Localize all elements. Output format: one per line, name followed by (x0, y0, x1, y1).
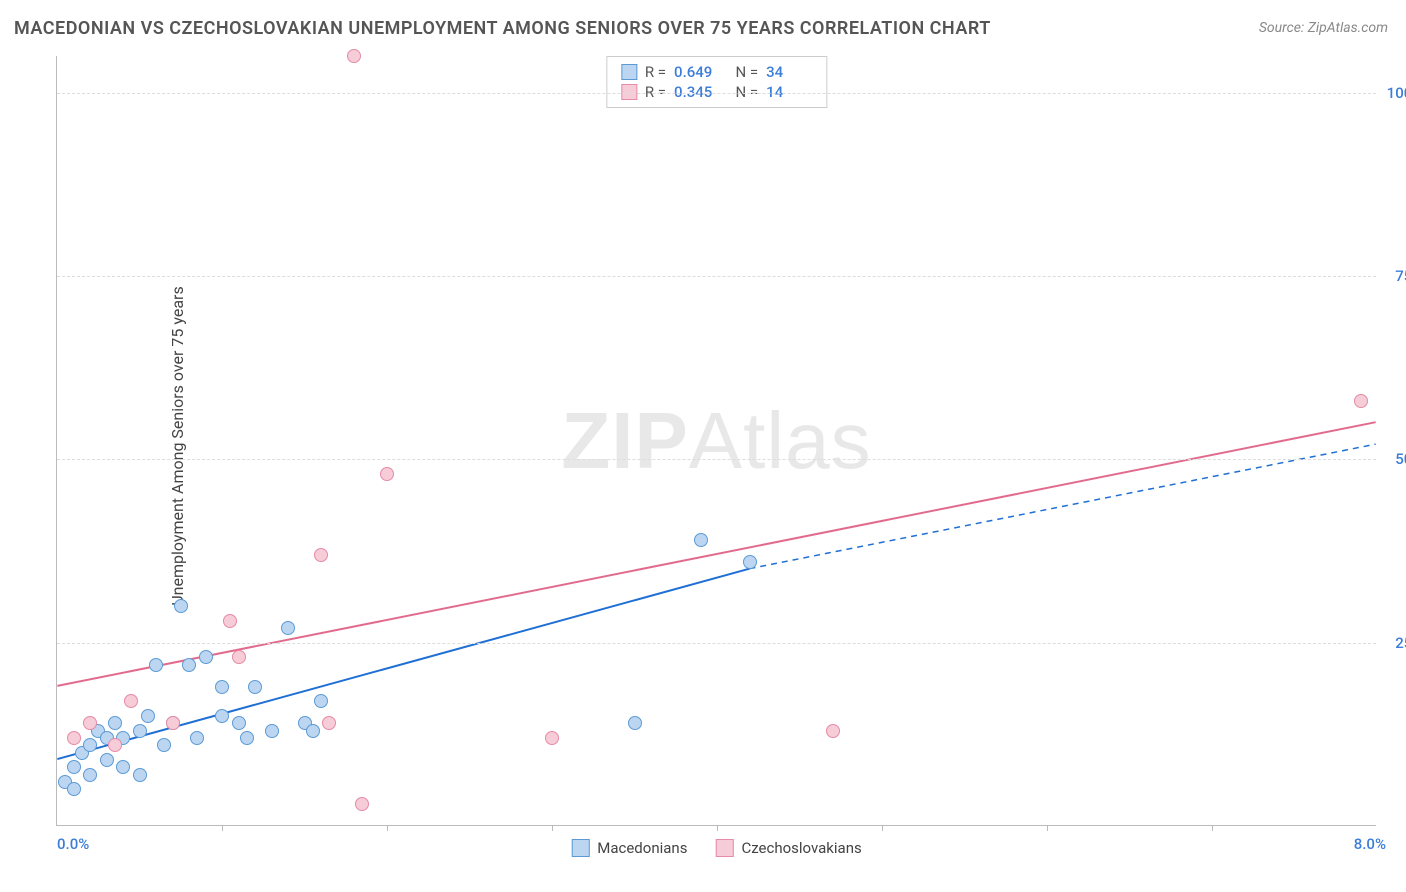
data-point (190, 731, 204, 745)
data-point (100, 753, 114, 767)
data-point (83, 716, 97, 730)
data-point (215, 680, 229, 694)
data-point (694, 533, 708, 547)
data-point (826, 724, 840, 738)
chart-container: MACEDONIAN VS CZECHOSLOVAKIAN UNEMPLOYME… (0, 0, 1406, 892)
data-point (124, 694, 138, 708)
data-point (215, 709, 229, 723)
x-tick (222, 825, 223, 831)
legend-swatch-icon (571, 839, 589, 857)
data-point (223, 614, 237, 628)
x-tick (1212, 825, 1213, 831)
data-point (347, 49, 361, 63)
data-point (67, 731, 81, 745)
x-tick-label-right: 8.0% (1354, 835, 1386, 853)
data-point (355, 797, 369, 811)
data-point (83, 768, 97, 782)
legend-item: Macedonians (571, 839, 687, 857)
x-tick (552, 825, 553, 831)
data-point (141, 709, 155, 723)
data-point (545, 731, 559, 745)
data-point (108, 716, 122, 730)
legend-label: Macedonians (597, 839, 687, 857)
r-value: 0.649 (674, 63, 720, 81)
data-point (166, 716, 180, 730)
data-point (314, 548, 328, 562)
source-label: Source: ZipAtlas.com (1259, 20, 1388, 36)
data-point (628, 716, 642, 730)
data-point (248, 680, 262, 694)
data-point (67, 760, 81, 774)
x-tick (1047, 825, 1048, 831)
series-legend: Macedonians Czechoslovakians (571, 839, 862, 857)
gridline (57, 459, 1376, 460)
legend-item: Czechoslovakians (715, 839, 861, 857)
data-point (182, 658, 196, 672)
data-point (133, 768, 147, 782)
legend-label: Czechoslovakians (741, 839, 861, 857)
data-point (314, 694, 328, 708)
data-point (265, 724, 279, 738)
gridline (57, 93, 1376, 94)
stats-row: R = 0.649 N = 34 (621, 63, 812, 81)
x-tick (387, 825, 388, 831)
n-label: N = (728, 63, 758, 81)
data-point (240, 731, 254, 745)
gridline (57, 276, 1376, 277)
data-point (199, 650, 213, 664)
chart-title: MACEDONIAN VS CZECHOSLOVAKIAN UNEMPLOYME… (14, 18, 991, 39)
x-tick (717, 825, 718, 831)
legend-swatch-icon (715, 839, 733, 857)
watermark: ZIPAtlas (561, 395, 871, 487)
data-point (306, 724, 320, 738)
x-tick-label-left: 0.0% (57, 835, 89, 853)
data-point (116, 760, 130, 774)
data-point (174, 599, 188, 613)
legend-swatch-icon (621, 64, 637, 80)
data-point (232, 650, 246, 664)
data-point (380, 467, 394, 481)
n-value: 34 (766, 63, 812, 81)
gridline (57, 643, 1376, 644)
data-point (133, 724, 147, 738)
y-tick-label: 75.0% (1381, 267, 1406, 285)
data-point (67, 782, 81, 796)
y-tick-label: 50.0% (1381, 450, 1406, 468)
data-point (1354, 394, 1368, 408)
correlation-stats-box: R =0.649 N =34R =0.345 N =14 (606, 56, 827, 108)
r-label: R = (645, 63, 666, 81)
plot-area: ZIPAtlas R =0.649 N =34R =0.345 N =14 Ma… (56, 56, 1376, 826)
data-point (83, 738, 97, 752)
data-point (322, 716, 336, 730)
data-point (232, 716, 246, 730)
data-point (108, 738, 122, 752)
data-point (743, 555, 757, 569)
regression-lines (57, 56, 1376, 825)
data-point (149, 658, 163, 672)
y-tick-label: 25.0% (1381, 634, 1406, 652)
data-point (281, 621, 295, 635)
x-tick (882, 825, 883, 831)
data-point (157, 738, 171, 752)
y-tick-label: 100.0% (1381, 84, 1406, 102)
